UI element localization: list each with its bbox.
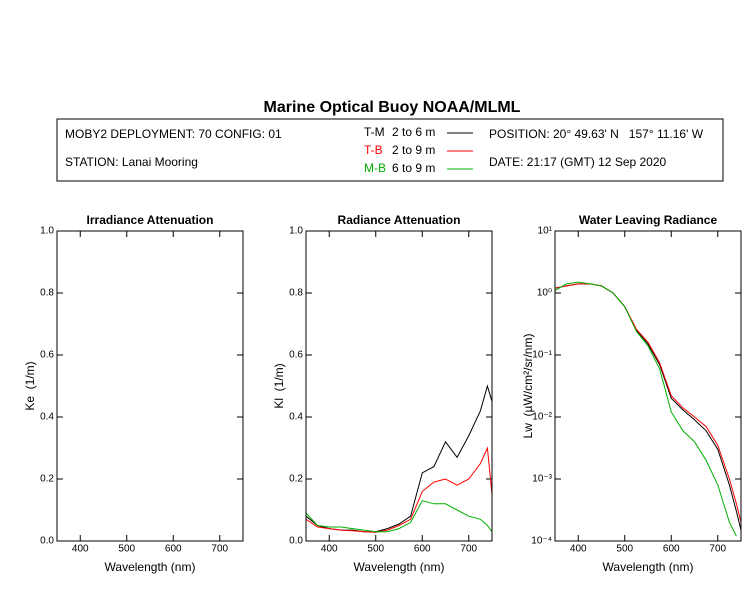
x-tick-label: 400 <box>570 544 587 555</box>
legend-name: T-M <box>364 125 385 139</box>
series-line <box>555 283 741 523</box>
y-tick-label: 0.0 <box>289 536 303 547</box>
x-tick-label: 700 <box>460 544 477 555</box>
series-line <box>306 500 492 533</box>
y-tick-label: 0.0 <box>40 536 54 547</box>
y-tick-label: 0.4 <box>40 412 54 423</box>
panel-title: Irradiance Attenuation <box>87 213 214 227</box>
y-axis-label: Lw (µW/cm²/sr/nm) <box>521 334 535 439</box>
y-tick-label: 1.0 <box>40 226 54 237</box>
y-tick-label: 10⁰ <box>537 288 552 299</box>
legend-range: 2 to 6 m <box>392 125 435 139</box>
y-tick-label: 0.6 <box>40 350 54 361</box>
x-tick-label: 600 <box>663 544 680 555</box>
y-tick-label: 10⁻¹ <box>532 350 552 361</box>
x-axis-label: Wavelength (nm) <box>105 560 196 574</box>
y-tick-label: 10⁻³ <box>532 474 552 485</box>
x-axis-label: Wavelength (nm) <box>603 560 694 574</box>
y-tick-label: 10⁻² <box>532 412 552 423</box>
x-tick-label: 700 <box>211 544 228 555</box>
x-tick-label: 500 <box>616 544 633 555</box>
plot-frame <box>305 230 493 542</box>
y-tick-label: 0.2 <box>289 474 303 485</box>
x-tick-label: 600 <box>414 544 431 555</box>
y-tick-label: 10⁻⁴ <box>531 536 552 547</box>
station: STATION: Lanai Mooring <box>65 155 198 169</box>
y-tick-label: 0.2 <box>40 474 54 485</box>
info-box <box>56 118 724 182</box>
legend-name: T-B <box>364 143 383 157</box>
y-tick-label: 0.8 <box>289 288 303 299</box>
x-tick-label: 700 <box>709 544 726 555</box>
plot-frame <box>56 230 244 542</box>
y-tick-label: 0.4 <box>289 412 303 423</box>
x-tick-label: 600 <box>165 544 182 555</box>
y-axis-label: Ke (1/m) <box>23 361 37 410</box>
series-line <box>555 281 737 537</box>
panel-title: Water Leaving Radiance <box>579 213 718 227</box>
y-tick-label: 10¹ <box>538 226 553 237</box>
series-line <box>555 283 741 531</box>
y-tick-label: 1.0 <box>289 226 303 237</box>
x-tick-label: 400 <box>72 544 89 555</box>
legend-name: M-B <box>364 161 386 175</box>
date: DATE: 21:17 (GMT) 12 Sep 2020 <box>489 155 667 169</box>
x-tick-label: 500 <box>367 544 384 555</box>
main-title: Marine Optical Buoy NOAA/MLML <box>264 99 521 116</box>
legend-range: 2 to 9 m <box>392 143 435 157</box>
x-axis-label: Wavelength (nm) <box>354 560 445 574</box>
x-tick-label: 400 <box>321 544 338 555</box>
y-axis-label: Kl (1/m) <box>272 363 286 408</box>
y-tick-label: 0.8 <box>40 288 54 299</box>
panel-title: Radiance Attenuation <box>338 213 461 227</box>
legend-range: 6 to 9 m <box>392 161 435 175</box>
y-tick-label: 0.6 <box>289 350 303 361</box>
position: POSITION: 20° 49.63' N 157° 11.16' W <box>489 127 704 141</box>
plot-frame <box>554 230 742 542</box>
series-line <box>306 384 492 533</box>
x-tick-label: 500 <box>118 544 135 555</box>
series-line <box>306 446 492 533</box>
deployment: MOBY2 DEPLOYMENT: 70 CONFIG: 01 <box>65 127 282 141</box>
